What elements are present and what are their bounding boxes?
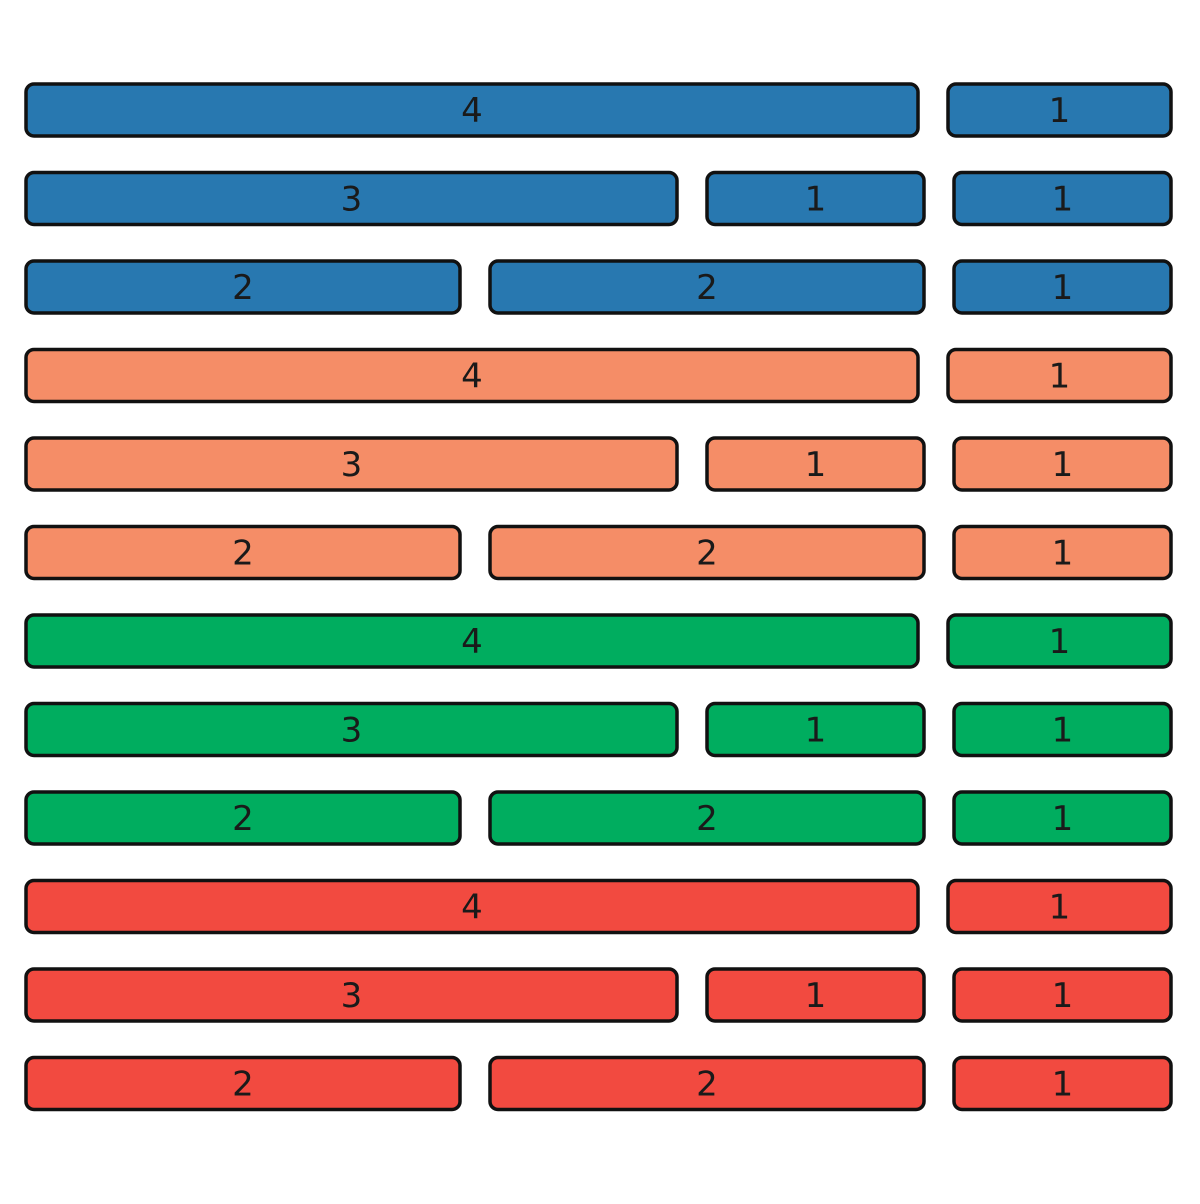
bar-label: 3 xyxy=(341,711,363,751)
number-bar xyxy=(24,701,679,758)
bar-label: 2 xyxy=(232,1065,254,1105)
number-bar xyxy=(488,524,926,581)
number-bar xyxy=(946,613,1173,669)
bar-label: 1 xyxy=(1049,91,1071,131)
number-bar xyxy=(488,259,926,315)
number-bar xyxy=(952,1055,1173,1112)
number-bar xyxy=(24,436,679,492)
bar-label: 1 xyxy=(1052,534,1074,574)
number-bar xyxy=(952,524,1173,581)
bar-label: 1 xyxy=(1052,799,1074,839)
bar-label: 1 xyxy=(1049,888,1071,928)
bar-label: 2 xyxy=(232,534,254,574)
number-bar xyxy=(24,170,679,227)
bar-label: 4 xyxy=(461,91,483,131)
number-bar xyxy=(705,436,926,492)
bar-label: 2 xyxy=(232,799,254,839)
number-bar xyxy=(24,967,679,1023)
number-bar xyxy=(24,790,462,846)
bar-label: 4 xyxy=(461,622,483,662)
number-bar xyxy=(24,1055,462,1112)
bar-label: 1 xyxy=(1052,976,1074,1016)
number-bar xyxy=(952,701,1173,758)
bar-label: 2 xyxy=(696,268,718,308)
bar-label: 1 xyxy=(1049,622,1071,662)
number-bar xyxy=(946,878,1173,935)
number-bar xyxy=(705,967,926,1023)
bar-label: 1 xyxy=(805,445,827,485)
number-bar xyxy=(705,701,926,758)
number-bar xyxy=(952,967,1173,1023)
bar-label: 3 xyxy=(341,180,363,220)
bar-label: 2 xyxy=(696,799,718,839)
bar-label: 3 xyxy=(341,976,363,1016)
number-bar xyxy=(24,524,462,581)
bar-label: 1 xyxy=(1052,180,1074,220)
bar-label: 1 xyxy=(1052,711,1074,751)
bar-label: 1 xyxy=(1049,357,1071,397)
bar-label: 2 xyxy=(696,534,718,574)
bar-label: 1 xyxy=(805,976,827,1016)
bar-label: 2 xyxy=(232,268,254,308)
number-bar xyxy=(946,347,1173,404)
number-bar xyxy=(952,259,1173,315)
number-bar xyxy=(952,170,1173,227)
bar-label: 3 xyxy=(341,445,363,485)
bar-label: 4 xyxy=(461,357,483,397)
number-bar xyxy=(946,82,1173,138)
bar-label: 1 xyxy=(805,711,827,751)
bar-label: 4 xyxy=(461,888,483,928)
number-bar xyxy=(952,436,1173,492)
number-bar xyxy=(24,613,920,669)
bar-label: 1 xyxy=(805,180,827,220)
bar-label: 1 xyxy=(1052,268,1074,308)
bar-label: 1 xyxy=(1052,445,1074,485)
number-bar xyxy=(488,1055,926,1112)
number-bar xyxy=(24,82,920,138)
number-bar xyxy=(705,170,926,227)
bar-label: 2 xyxy=(696,1065,718,1105)
number-bar xyxy=(488,790,926,846)
number-bar xyxy=(24,347,920,404)
number-bar xyxy=(24,878,920,935)
number-bar xyxy=(952,790,1173,846)
bar-label: 1 xyxy=(1052,1065,1074,1105)
number-bar xyxy=(24,259,462,315)
